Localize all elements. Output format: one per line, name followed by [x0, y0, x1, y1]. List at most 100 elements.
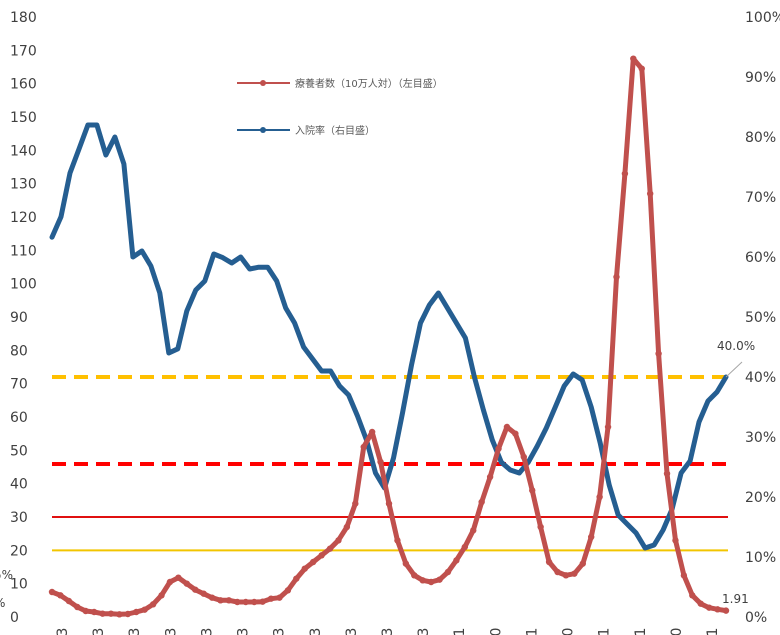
x-axis-tick-label: 0 [488, 628, 504, 635]
right-axis-tick-label: 70% [745, 190, 776, 206]
left-axis-tick-label: 80 [10, 343, 28, 359]
patients-data-point [326, 545, 334, 552]
x-axis-tick-label: 0 [669, 628, 685, 635]
patients-data-point [57, 592, 64, 599]
patients-data-point [116, 611, 123, 618]
patients-data-point [234, 598, 241, 606]
patients-data-point [672, 537, 679, 544]
x-axis-tick-label: 3 [127, 628, 143, 635]
left-axis-tick-label: 170 [10, 43, 37, 59]
patients-data-point [141, 606, 148, 613]
patients-data-point [82, 607, 89, 615]
patients-data-point [537, 523, 544, 531]
left-axis-tick-label: 160 [10, 77, 37, 93]
patients-data-point [208, 594, 216, 601]
left-axis-tick-label: 10 [10, 577, 28, 593]
left-axis-tick-label: 40 [10, 477, 28, 493]
left-edge-clipped-label: 5% [0, 568, 13, 582]
left-axis-tick-label: 100 [10, 277, 37, 293]
patients-data-point [309, 558, 317, 566]
callout-leader-line [725, 361, 743, 378]
right-axis-tick-label: 0% [745, 610, 767, 626]
patients-data-point [604, 423, 612, 431]
patients-data-point [352, 500, 359, 507]
patients-data-point [48, 588, 56, 596]
patients-data-point [301, 565, 308, 572]
left-axis-tick-label: 120 [10, 210, 37, 226]
patients-data-point [318, 552, 325, 559]
patients-data-point [335, 537, 342, 544]
patients-data-point [377, 458, 384, 466]
left-edge-clipped-label: % [0, 596, 5, 610]
left-axis-tick-label: 50 [10, 443, 28, 459]
patients-data-point [579, 560, 586, 567]
patients-data-point [402, 560, 410, 567]
patients-data-point [470, 527, 477, 534]
patients-data-point [571, 570, 578, 577]
legend-label: 療養者数（10万人対）（左目盛） [295, 77, 443, 90]
left-axis-tick-label: 180 [10, 10, 37, 26]
patients-data-point [74, 603, 81, 611]
patients-data-point [436, 576, 443, 583]
patients-data-point [192, 586, 199, 593]
patients-data-point [503, 423, 511, 431]
patients-data-point [714, 606, 721, 613]
left-axis-tick-label: 0 [10, 610, 19, 626]
right-axis-tick-label: 100% [745, 10, 780, 26]
patients-data-point [251, 598, 258, 606]
x-axis-tick-label: 1 [452, 628, 468, 635]
hospitalization-rate-line [49, 122, 729, 551]
left-axis-tick-label: 150 [10, 110, 37, 126]
x-axis-tick-label: 0 [561, 628, 577, 635]
patients-data-point [588, 533, 595, 541]
patients-data-point [478, 498, 485, 506]
patients-data-point [495, 445, 502, 452]
patients-data-point [427, 578, 435, 586]
patients-data-point [276, 594, 283, 601]
patients-data-point [107, 610, 115, 617]
right-axis-tick-label: 90% [745, 70, 776, 86]
patients-data-point [596, 493, 603, 501]
patients-data-point [175, 574, 182, 581]
patients-data-point [722, 607, 730, 614]
patients-data-point [385, 500, 393, 507]
right-axis-tick-label: 80% [745, 130, 776, 146]
legend-swatch-marker [260, 127, 266, 133]
x-axis-tick-label: 1 [524, 628, 540, 635]
patients-data-point [284, 587, 292, 594]
x-axis-tick-label: 3 [199, 628, 215, 635]
right-axis-tick-label: 10% [745, 550, 776, 566]
patients-data-point [630, 55, 637, 62]
x-axis-tick-label: 3 [55, 628, 71, 635]
left-axis-tick-label: 90 [10, 310, 28, 326]
patients-data-point [293, 575, 300, 582]
patients-data-point [259, 598, 266, 605]
x-axis-tick-label: 3 [416, 628, 432, 635]
patients-per-100k-line [49, 56, 729, 617]
patients-data-point [638, 65, 645, 72]
patients-data-point [512, 430, 519, 437]
patients-data-point [554, 568, 561, 576]
patients-data-point [124, 610, 132, 618]
patients-data-point [343, 523, 351, 531]
left-axis-tick-label: 30 [10, 510, 28, 526]
left-axis-tick-label: 110 [10, 243, 37, 259]
patients-data-point [267, 595, 275, 602]
patients-data-point [453, 557, 460, 564]
patients-data-point [444, 568, 452, 576]
patients-data-point [90, 608, 98, 616]
patients-data-point [99, 610, 106, 617]
x-axis-tick-label: 3 [163, 628, 179, 635]
patients-data-point [613, 273, 620, 281]
patients-data-point [360, 443, 367, 451]
patients-end-label: 1.91 [722, 592, 749, 606]
left-axis-tick-label: 60 [10, 410, 28, 426]
x-axis-tick-label: 1 [597, 628, 613, 635]
patients-data-point [562, 572, 570, 579]
legend-swatch-marker [260, 80, 266, 86]
patients-data-point [65, 597, 73, 605]
patients-data-point [183, 580, 190, 587]
x-axis-tick-label: 1 [705, 628, 721, 635]
patients-data-point [545, 558, 553, 566]
